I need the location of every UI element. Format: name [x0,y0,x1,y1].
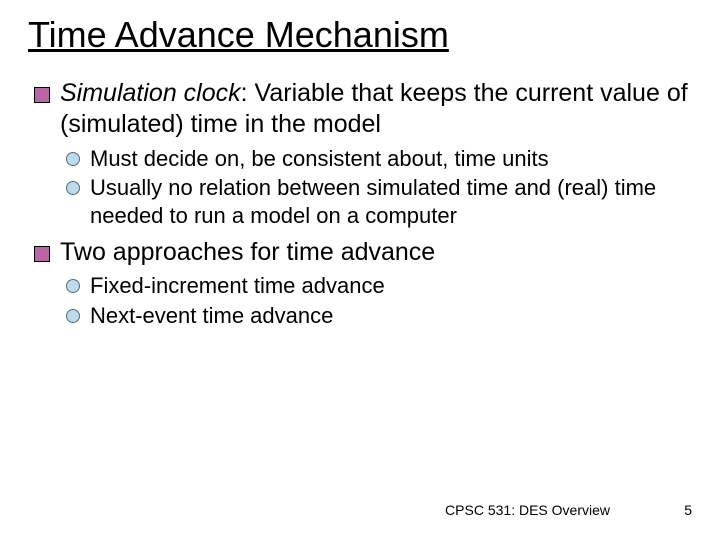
list-item-text: Two approaches for time advance [60,238,435,266]
slide-title: Time Advance Mechanism [28,14,692,56]
footer-page-number: 5 [684,502,692,518]
list-item: Next-event time advance [66,302,692,330]
emphasized-term: Simulation clock [60,79,241,107]
bullet-list-level1: Simulation clock: Variable that keeps th… [34,78,692,329]
list-item: Must decide on, be consistent about, tim… [66,145,692,173]
footer-course-label: CPSC 531: DES Overview [445,502,610,518]
list-item: Simulation clock: Variable that keeps th… [34,78,692,229]
list-item: Usually no relation between simulated ti… [66,174,692,229]
bullet-list-level2: Fixed-increment time advance Next-event … [66,272,692,329]
bullet-list-level2: Must decide on, be consistent about, tim… [66,145,692,230]
list-item: Fixed-increment time advance [66,272,692,300]
list-item: Two approaches for time advance Fixed-in… [34,237,692,329]
